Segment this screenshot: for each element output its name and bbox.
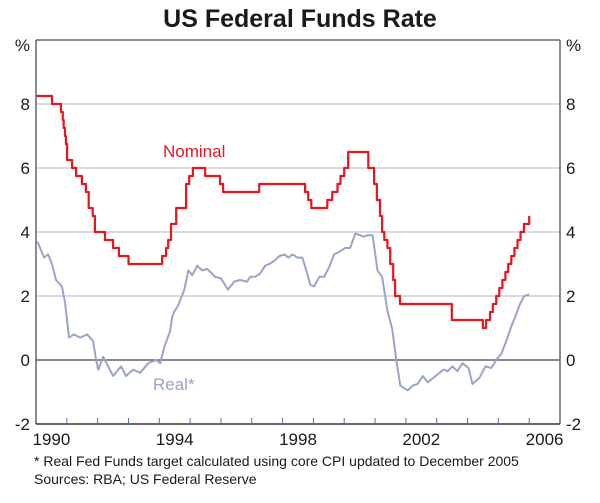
y-tick-label-left: 8 (21, 95, 30, 114)
y-tick-label-left: 6 (21, 159, 30, 178)
footnote: * Real Fed Funds target calculated using… (34, 453, 519, 469)
y-tick-label-right: 4 (566, 223, 575, 242)
y-tick-label-right: 6 (566, 159, 575, 178)
tick-labels: -2 -2 0 0 2 2 4 4 6 6 8 8% % 1990 1994 1998 2002 2006 (15, 36, 581, 449)
y-unit-label-left: % (15, 36, 30, 55)
nominal-series-label: Nominal (163, 142, 225, 161)
x-tick-label: 1994 (156, 430, 194, 449)
y-tick-label-right: 2 (566, 287, 575, 306)
real-series-line (36, 232, 530, 392)
x-tick-label: 1990 (32, 430, 70, 449)
y-unit-label-right: % (566, 36, 581, 55)
y-tick-label-left: 0 (21, 351, 30, 370)
axes (35, 39, 561, 425)
y-tick-label-right: 0 (566, 351, 575, 370)
y-tick-label-right: -2 (566, 415, 581, 434)
y-tick-label-left: 2 (21, 287, 30, 306)
x-tick-label: 2002 (402, 430, 440, 449)
y-tick-label-right: 8 (566, 95, 575, 114)
chart-title: US Federal Funds Rate (163, 5, 437, 33)
nominal-series-line (36, 94, 531, 330)
series-layer (36, 94, 531, 392)
real-series-label: Real* (153, 375, 195, 394)
chart: US Federal Funds Rate -2 -2 0 0 2 2 4 4 6 6 8 8% % 19… (15, 5, 581, 449)
gridlines (36, 103, 560, 361)
y-tick-label-left: 4 (21, 223, 30, 242)
x-tick-label: 1998 (279, 430, 317, 449)
y-tick-label-left: -2 (15, 415, 30, 434)
x-tick-label: 2006 (526, 430, 564, 449)
sources-note: Sources: RBA; US Federal Reserve (34, 471, 257, 487)
